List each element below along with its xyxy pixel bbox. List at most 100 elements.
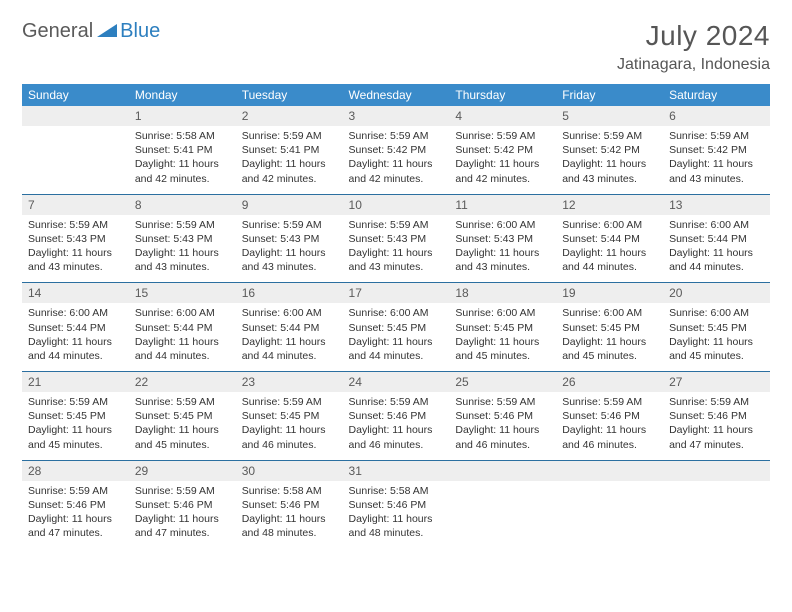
sunrise-line: Sunrise: 5:59 AM bbox=[135, 218, 230, 232]
day-details: Sunrise: 6:00 AMSunset: 5:43 PMDaylight:… bbox=[449, 215, 556, 283]
calendar-day-cell: 17Sunrise: 6:00 AMSunset: 5:45 PMDayligh… bbox=[343, 282, 450, 371]
calendar-empty-cell bbox=[556, 460, 663, 549]
day-number bbox=[22, 106, 129, 126]
weekday-header: Saturday bbox=[663, 84, 770, 106]
day-details: Sunrise: 5:59 AMSunset: 5:45 PMDaylight:… bbox=[129, 392, 236, 460]
daylight-line-2: and 46 minutes. bbox=[455, 438, 550, 452]
daylight-line-2: and 46 minutes. bbox=[562, 438, 657, 452]
daylight-line-1: Daylight: 11 hours bbox=[28, 512, 123, 526]
sunset-line: Sunset: 5:45 PM bbox=[562, 321, 657, 335]
calendar-day-cell: 25Sunrise: 5:59 AMSunset: 5:46 PMDayligh… bbox=[449, 371, 556, 460]
sunrise-line: Sunrise: 5:59 AM bbox=[669, 395, 764, 409]
sunset-line: Sunset: 5:44 PM bbox=[242, 321, 337, 335]
calendar-day-cell: 22Sunrise: 5:59 AMSunset: 5:45 PMDayligh… bbox=[129, 371, 236, 460]
day-number: 4 bbox=[449, 106, 556, 126]
day-number bbox=[449, 460, 556, 481]
sunrise-line: Sunrise: 5:59 AM bbox=[242, 129, 337, 143]
calendar-day-cell: 28Sunrise: 5:59 AMSunset: 5:46 PMDayligh… bbox=[22, 460, 129, 549]
page-header: General Blue July 2024 Jatinagara, Indon… bbox=[22, 20, 770, 74]
sunset-line: Sunset: 5:43 PM bbox=[135, 232, 230, 246]
day-details: Sunrise: 5:59 AMSunset: 5:43 PMDaylight:… bbox=[129, 215, 236, 283]
daylight-line-2: and 44 minutes. bbox=[242, 349, 337, 363]
sunset-line: Sunset: 5:43 PM bbox=[455, 232, 550, 246]
calendar-day-cell: 2Sunrise: 5:59 AMSunset: 5:41 PMDaylight… bbox=[236, 106, 343, 194]
sunset-line: Sunset: 5:46 PM bbox=[562, 409, 657, 423]
day-number: 10 bbox=[343, 194, 450, 215]
day-details: Sunrise: 6:00 AMSunset: 5:44 PMDaylight:… bbox=[236, 303, 343, 371]
sunrise-line: Sunrise: 6:00 AM bbox=[135, 306, 230, 320]
day-details bbox=[449, 481, 556, 539]
day-number: 14 bbox=[22, 282, 129, 303]
sunset-line: Sunset: 5:46 PM bbox=[28, 498, 123, 512]
day-number: 9 bbox=[236, 194, 343, 215]
calendar-empty-cell bbox=[663, 460, 770, 549]
day-number: 31 bbox=[343, 460, 450, 481]
daylight-line-1: Daylight: 11 hours bbox=[242, 335, 337, 349]
daylight-line-2: and 45 minutes. bbox=[135, 438, 230, 452]
sunset-line: Sunset: 5:45 PM bbox=[669, 321, 764, 335]
calendar-week-row: 1Sunrise: 5:58 AMSunset: 5:41 PMDaylight… bbox=[22, 106, 770, 194]
day-details: Sunrise: 5:59 AMSunset: 5:42 PMDaylight:… bbox=[663, 126, 770, 194]
daylight-line-2: and 43 minutes. bbox=[562, 172, 657, 186]
calendar-table: SundayMondayTuesdayWednesdayThursdayFrid… bbox=[22, 84, 770, 548]
sunrise-line: Sunrise: 5:59 AM bbox=[28, 484, 123, 498]
sunset-line: Sunset: 5:42 PM bbox=[562, 143, 657, 157]
day-number: 23 bbox=[236, 371, 343, 392]
weekday-header: Monday bbox=[129, 84, 236, 106]
day-number: 8 bbox=[129, 194, 236, 215]
calendar-day-cell: 26Sunrise: 5:59 AMSunset: 5:46 PMDayligh… bbox=[556, 371, 663, 460]
sunset-line: Sunset: 5:45 PM bbox=[455, 321, 550, 335]
calendar-day-cell: 9Sunrise: 5:59 AMSunset: 5:43 PMDaylight… bbox=[236, 194, 343, 283]
calendar-day-cell: 27Sunrise: 5:59 AMSunset: 5:46 PMDayligh… bbox=[663, 371, 770, 460]
title-block: July 2024 Jatinagara, Indonesia bbox=[617, 20, 770, 74]
daylight-line-1: Daylight: 11 hours bbox=[562, 246, 657, 260]
daylight-line-1: Daylight: 11 hours bbox=[669, 246, 764, 260]
calendar-day-cell: 21Sunrise: 5:59 AMSunset: 5:45 PMDayligh… bbox=[22, 371, 129, 460]
daylight-line-2: and 42 minutes. bbox=[135, 172, 230, 186]
calendar-day-cell: 14Sunrise: 6:00 AMSunset: 5:44 PMDayligh… bbox=[22, 282, 129, 371]
calendar-empty-cell bbox=[449, 460, 556, 549]
day-number: 1 bbox=[129, 106, 236, 126]
daylight-line-1: Daylight: 11 hours bbox=[135, 246, 230, 260]
calendar-day-cell: 5Sunrise: 5:59 AMSunset: 5:42 PMDaylight… bbox=[556, 106, 663, 194]
day-details: Sunrise: 5:59 AMSunset: 5:46 PMDaylight:… bbox=[556, 392, 663, 460]
daylight-line-1: Daylight: 11 hours bbox=[28, 335, 123, 349]
daylight-line-2: and 47 minutes. bbox=[669, 438, 764, 452]
calendar-day-cell: 31Sunrise: 5:58 AMSunset: 5:46 PMDayligh… bbox=[343, 460, 450, 549]
daylight-line-2: and 48 minutes. bbox=[242, 526, 337, 540]
day-number: 24 bbox=[343, 371, 450, 392]
day-details: Sunrise: 5:59 AMSunset: 5:42 PMDaylight:… bbox=[556, 126, 663, 194]
sunset-line: Sunset: 5:46 PM bbox=[455, 409, 550, 423]
day-number: 22 bbox=[129, 371, 236, 392]
month-title: July 2024 bbox=[617, 20, 770, 52]
sunset-line: Sunset: 5:44 PM bbox=[28, 321, 123, 335]
sunset-line: Sunset: 5:46 PM bbox=[135, 498, 230, 512]
day-number: 16 bbox=[236, 282, 343, 303]
weekday-header: Friday bbox=[556, 84, 663, 106]
day-number: 29 bbox=[129, 460, 236, 481]
calendar-page: General Blue July 2024 Jatinagara, Indon… bbox=[0, 0, 792, 548]
sunset-line: Sunset: 5:42 PM bbox=[349, 143, 444, 157]
daylight-line-1: Daylight: 11 hours bbox=[242, 246, 337, 260]
calendar-week-row: 7Sunrise: 5:59 AMSunset: 5:43 PMDaylight… bbox=[22, 194, 770, 283]
logo-triangle-icon bbox=[97, 21, 117, 42]
brand-part2: Blue bbox=[120, 20, 160, 43]
calendar-day-cell: 1Sunrise: 5:58 AMSunset: 5:41 PMDaylight… bbox=[129, 106, 236, 194]
calendar-day-cell: 16Sunrise: 6:00 AMSunset: 5:44 PMDayligh… bbox=[236, 282, 343, 371]
daylight-line-1: Daylight: 11 hours bbox=[242, 423, 337, 437]
calendar-day-cell: 29Sunrise: 5:59 AMSunset: 5:46 PMDayligh… bbox=[129, 460, 236, 549]
daylight-line-2: and 46 minutes. bbox=[242, 438, 337, 452]
daylight-line-1: Daylight: 11 hours bbox=[562, 423, 657, 437]
daylight-line-2: and 44 minutes. bbox=[349, 349, 444, 363]
day-details: Sunrise: 5:58 AMSunset: 5:46 PMDaylight:… bbox=[236, 481, 343, 549]
sunset-line: Sunset: 5:42 PM bbox=[455, 143, 550, 157]
sunrise-line: Sunrise: 5:59 AM bbox=[242, 218, 337, 232]
day-number: 18 bbox=[449, 282, 556, 303]
calendar-day-cell: 23Sunrise: 5:59 AMSunset: 5:45 PMDayligh… bbox=[236, 371, 343, 460]
daylight-line-2: and 48 minutes. bbox=[349, 526, 444, 540]
sunset-line: Sunset: 5:44 PM bbox=[669, 232, 764, 246]
daylight-line-2: and 42 minutes. bbox=[455, 172, 550, 186]
daylight-line-1: Daylight: 11 hours bbox=[455, 246, 550, 260]
daylight-line-2: and 43 minutes. bbox=[455, 260, 550, 274]
sunset-line: Sunset: 5:46 PM bbox=[242, 498, 337, 512]
